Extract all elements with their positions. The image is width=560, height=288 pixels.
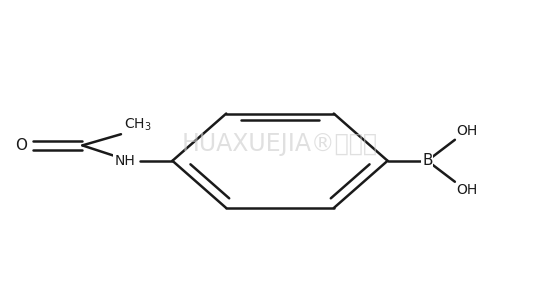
Text: CH$_3$: CH$_3$ [124, 116, 151, 133]
Text: OH: OH [456, 124, 478, 139]
Text: OH: OH [456, 183, 478, 197]
Text: O: O [15, 138, 27, 153]
Text: B: B [422, 153, 432, 168]
Text: HUAXUEJIA®化学加: HUAXUEJIA®化学加 [182, 132, 378, 156]
Text: NH: NH [114, 154, 135, 168]
